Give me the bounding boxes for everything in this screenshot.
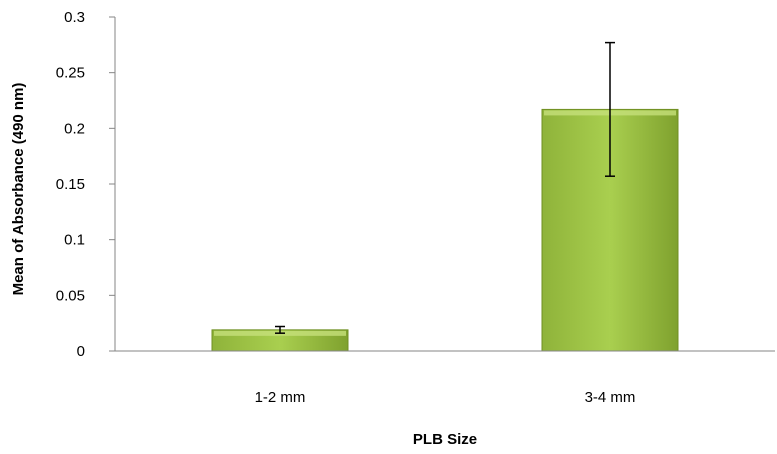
bars-layer [211,108,679,352]
y-tick-label: 0 [77,343,85,360]
x-category-label: 3-4 mm [585,389,636,406]
error-bar [605,41,615,177]
x-categories: 1-2 mm 3-4 mm [255,389,636,406]
y-tick-label: 0.05 [56,287,85,304]
y-tick-label: 0.25 [56,65,85,82]
y-tick-label: 0.2 [64,120,85,137]
x-category-label: 1-2 mm [255,389,306,406]
x-axis-title: PLB Size [413,431,477,448]
error-bar [275,325,285,334]
y-tick-label: 0.15 [56,176,85,193]
y-tick-label: 0.3 [64,9,85,26]
y-tick-label: 0.1 [64,232,85,249]
y-ticks: 0 0.05 0.1 0.15 0.2 0.25 0.3 [56,9,115,360]
error-bars [275,41,615,334]
y-axis-title: Mean of Absorbance (490 nm) [10,83,27,296]
